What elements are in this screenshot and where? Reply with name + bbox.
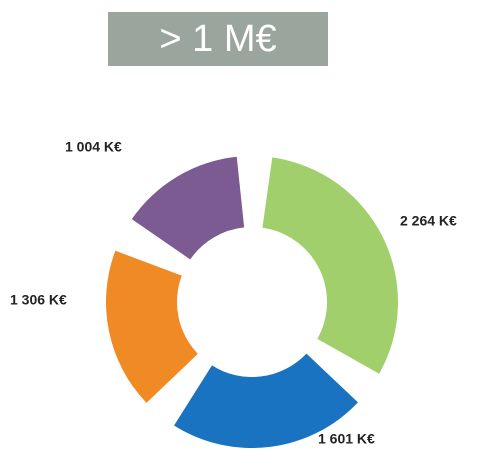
data-label: 1 004 K€ [65, 139, 122, 155]
donut-segment [174, 353, 358, 448]
data-label: 1 306 K€ [10, 292, 67, 308]
donut-segment [106, 250, 198, 403]
data-label: 2 264 K€ [400, 213, 457, 229]
donut-segment [131, 156, 245, 260]
data-label: 1 601 K€ [318, 431, 375, 447]
donut-segment [262, 157, 398, 374]
title-box [108, 12, 328, 66]
chart-title: > 1 M€ [159, 18, 276, 60]
